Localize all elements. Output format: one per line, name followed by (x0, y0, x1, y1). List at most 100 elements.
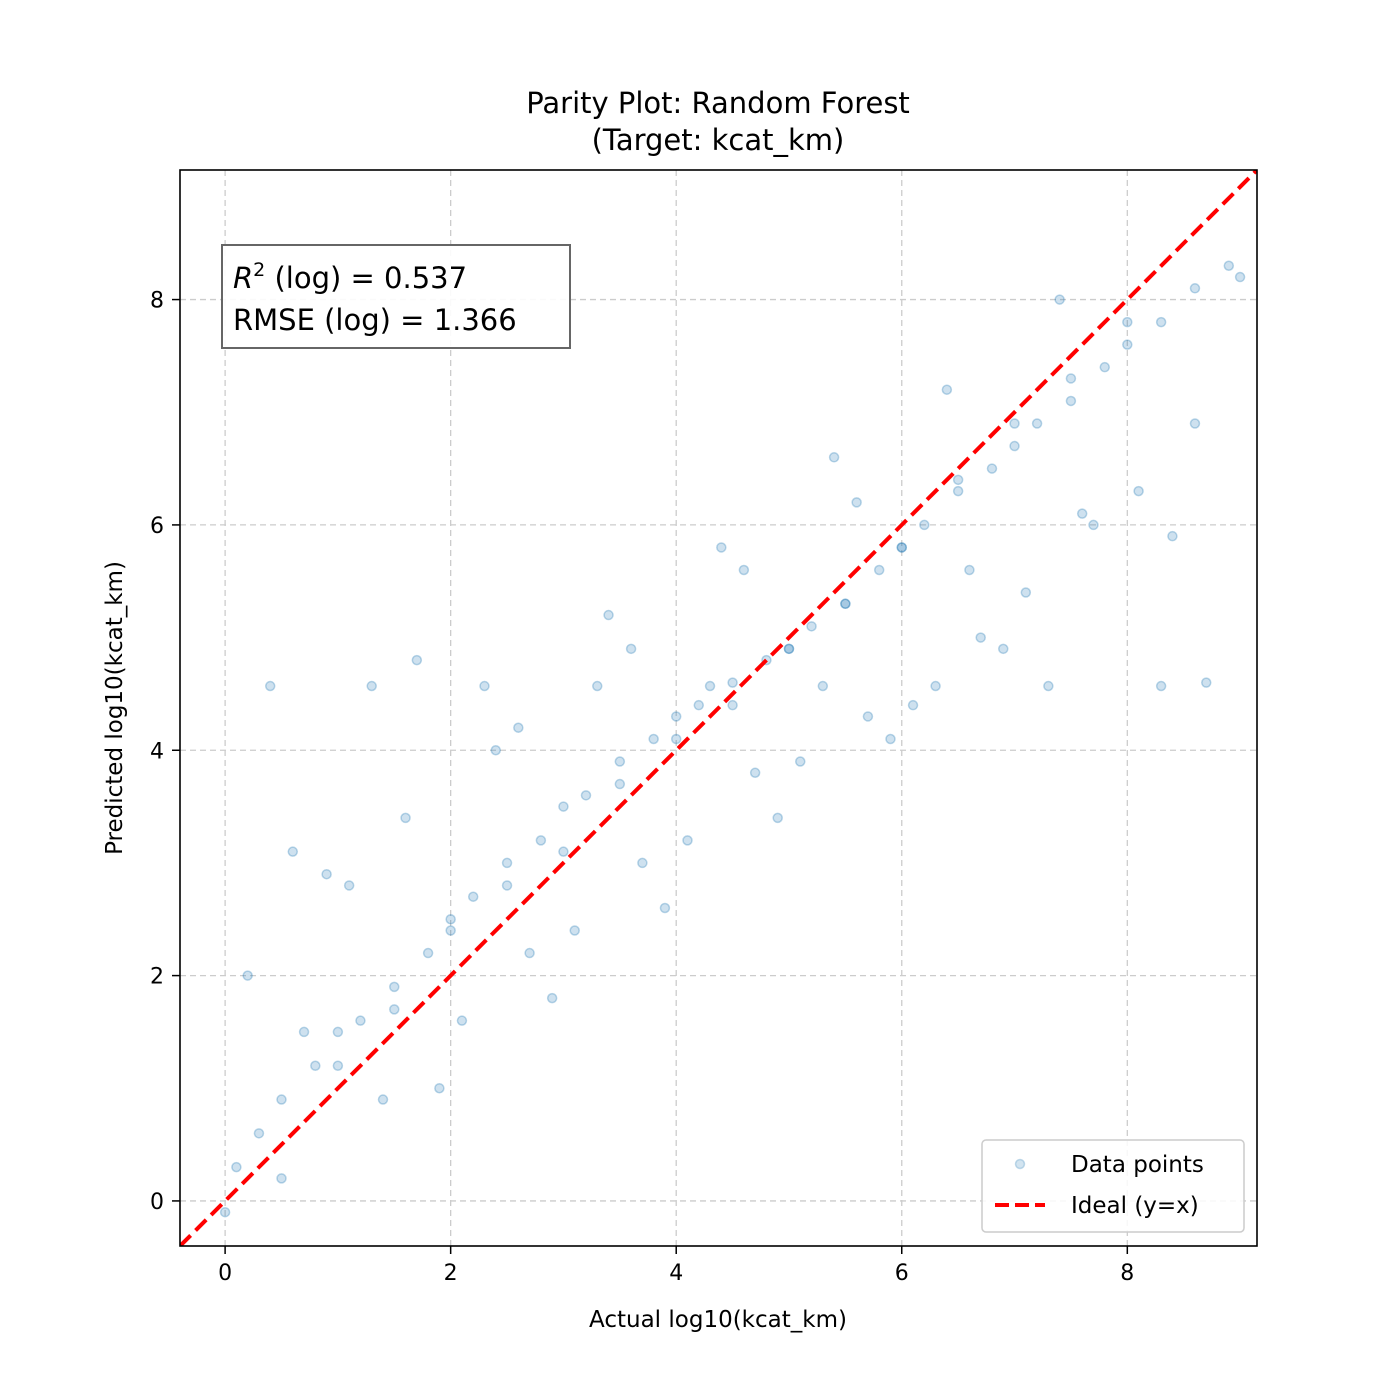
data-point (422, 947, 434, 959)
data-point (332, 1026, 344, 1038)
legend-label-ideal-line: Ideal (y=x) (1071, 1193, 1199, 1219)
data-point (1065, 395, 1077, 407)
data-point (242, 970, 253, 981)
stats-box: R2 (log) = 0.537 RMSE (log) = 1.366 (221, 244, 571, 349)
data-point (795, 756, 806, 767)
data-point (1099, 361, 1111, 373)
data-point (377, 1094, 389, 1105)
data-points (219, 260, 1246, 1218)
data-point (637, 857, 648, 869)
plot-frame (179, 169, 1258, 1247)
data-point (558, 846, 569, 857)
data-point (467, 891, 479, 902)
data-point (355, 1015, 366, 1026)
data-point (310, 1060, 321, 1071)
data-point (783, 643, 795, 655)
data-point (569, 925, 580, 936)
data-point (693, 699, 705, 711)
data-point (479, 680, 490, 692)
data-point (772, 812, 783, 824)
x-axis-label: Actual log10(kcat_km) (589, 1307, 847, 1333)
data-point (930, 680, 941, 692)
data-point (445, 914, 456, 925)
data-point (253, 1128, 265, 1139)
data-point (682, 835, 693, 846)
data-point (625, 643, 637, 655)
data-point (648, 733, 659, 745)
data-point (411, 654, 423, 666)
data-point (1201, 677, 1212, 688)
data-point (873, 564, 885, 576)
y-tick-label-2: 4 (150, 739, 164, 764)
data-point (1065, 373, 1077, 384)
x-tick-label-4: 8 (1120, 1261, 1134, 1286)
ideal-line-group (180, 170, 1257, 1246)
data-point (1155, 680, 1167, 692)
y-tick-label-1: 2 (150, 965, 164, 990)
data-point (749, 767, 761, 779)
data-point (862, 711, 874, 722)
data-point (1009, 440, 1020, 452)
ideal-line (180, 170, 1257, 1246)
data-point (1167, 530, 1178, 542)
data-point (276, 1173, 287, 1184)
x-tick-label-3: 6 (895, 1261, 909, 1286)
data-point (524, 947, 535, 959)
legend-frame (981, 1139, 1245, 1233)
data-point (1234, 271, 1246, 283)
data-point (727, 699, 738, 711)
data-point (400, 812, 411, 824)
data-point (1043, 680, 1054, 692)
data-point (670, 711, 682, 722)
data-point (952, 485, 964, 497)
data-point (896, 542, 908, 553)
data-point (1009, 418, 1020, 429)
data-point (389, 1004, 400, 1015)
chart-subtitle: (Target: kcat_km) (592, 123, 845, 157)
data-point (659, 902, 671, 914)
y-tick-label-0: 0 (150, 1190, 164, 1215)
data-point (986, 463, 998, 474)
data-point (738, 564, 750, 576)
data-point (817, 680, 829, 692)
y-axis-label: Predicted log10(kcat_km) (102, 561, 128, 855)
data-point (614, 756, 626, 767)
data-point (896, 542, 908, 553)
data-point (704, 680, 716, 692)
data-point (1020, 587, 1032, 598)
x-tick-label-1: 2 (444, 1261, 458, 1286)
x-tick-label-0: 0 (218, 1261, 232, 1286)
data-point (828, 452, 840, 463)
r2-stat-value: (log) = 0.537 (274, 261, 467, 295)
data-point (490, 745, 502, 756)
data-point (219, 1206, 231, 1218)
data-point (501, 857, 513, 869)
data-point (1076, 508, 1088, 519)
data-point (840, 598, 851, 610)
data-point (998, 643, 1009, 655)
data-point (885, 733, 896, 745)
rmse-stat: RMSE (log) = 1.366 (233, 303, 517, 337)
data-point (806, 621, 817, 632)
data-point (332, 1060, 344, 1071)
data-point (264, 680, 276, 692)
data-point (1223, 260, 1235, 272)
data-point (321, 868, 332, 880)
data-point (941, 384, 953, 395)
data-point (1122, 316, 1133, 328)
data-point (1054, 294, 1065, 305)
data-point (1088, 519, 1099, 531)
data-point (343, 880, 355, 891)
data-point (840, 598, 851, 610)
data-point (907, 699, 919, 711)
y-tick-label-3: 6 (150, 514, 164, 539)
x-tick-label-2: 4 (669, 1261, 683, 1286)
y-tick-label-4: 8 (150, 289, 164, 314)
data-point (1155, 316, 1167, 328)
data-point (287, 846, 299, 857)
data-point (580, 790, 592, 801)
x-axis-ticks: 0 2 4 6 8 (218, 1246, 1134, 1286)
data-point (783, 643, 795, 655)
data-point (919, 519, 930, 531)
